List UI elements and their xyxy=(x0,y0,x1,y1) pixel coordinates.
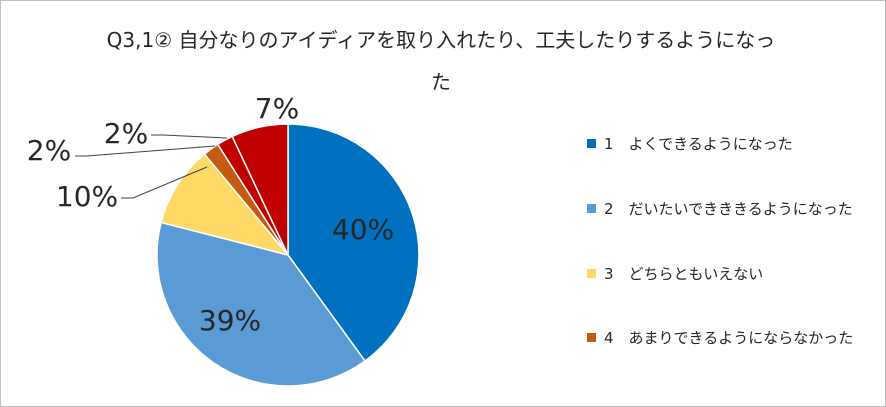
legend-swatch-1 xyxy=(587,139,596,148)
pie-slice-3 xyxy=(160,153,291,257)
legend-swatch-2 xyxy=(587,204,596,213)
legend-label-4: 4 あまりできるようにならなかった xyxy=(604,329,854,347)
data-label-1: 40% xyxy=(332,213,394,246)
legend-label-3: 3 どちらともいえない xyxy=(604,265,764,283)
legend-swatch-3 xyxy=(587,269,596,278)
legend-label-2: 2 だいたいできききるようになった xyxy=(604,200,853,218)
leader-lines xyxy=(75,134,228,199)
chart-title: Q3,1② 自分なりのアイディアを取り入れたり、工夫したりするようになっ た xyxy=(41,19,841,103)
legend-item-3: 3 どちらともいえない xyxy=(587,264,763,284)
data-label-6: 7% xyxy=(255,92,299,125)
pie-slices xyxy=(156,123,420,387)
pie-slice-1 xyxy=(287,123,420,363)
legend-label-1: 1 よくできるようになった xyxy=(604,135,793,153)
data-label-5: 2% xyxy=(104,117,148,150)
pie-slice-6 xyxy=(231,123,289,256)
chart-title-line-2: た xyxy=(431,70,451,94)
legend-item-1: 1 よくできるようになった xyxy=(587,134,793,154)
legend-item-2: 2 だいたいできききるようになった xyxy=(587,199,853,219)
data-label-2: 39% xyxy=(199,304,261,337)
leader-line-5 xyxy=(151,134,228,139)
data-label-4: 2% xyxy=(27,134,71,167)
leader-line-4 xyxy=(75,145,216,157)
leader-line-3 xyxy=(121,166,208,199)
chart-title-line-1: Q3,1② 自分なりのアイディアを取り入れたり、工夫したりするようになっ xyxy=(106,28,776,52)
data-labels: 40% 39% 10% 2% 2% 7% xyxy=(27,92,394,337)
legend-item-4: 4 あまりできるようにならなかった xyxy=(587,328,853,348)
data-label-3: 10% xyxy=(56,180,118,213)
pie-slice-2 xyxy=(156,221,367,387)
legend-swatch-4 xyxy=(587,333,596,342)
